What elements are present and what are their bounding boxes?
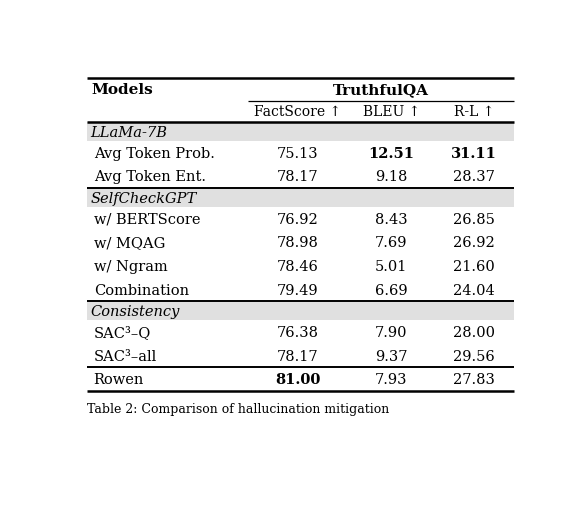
Text: 31.11: 31.11 bbox=[451, 147, 497, 160]
Text: 12.51: 12.51 bbox=[368, 147, 414, 160]
Text: Table 2: Comparison of hallucination mitigation: Table 2: Comparison of hallucination mit… bbox=[87, 402, 389, 415]
Text: R-L ↑: R-L ↑ bbox=[454, 105, 494, 119]
Bar bbox=[87, 189, 514, 208]
Text: SAC³–Q: SAC³–Q bbox=[94, 325, 151, 340]
Text: SelfCheckGPT: SelfCheckGPT bbox=[90, 191, 197, 205]
Text: 28.37: 28.37 bbox=[453, 170, 495, 184]
Text: BLEU ↑: BLEU ↑ bbox=[363, 105, 420, 119]
Text: 76.92: 76.92 bbox=[277, 212, 319, 227]
Text: 7.93: 7.93 bbox=[375, 373, 407, 386]
Text: 28.00: 28.00 bbox=[453, 325, 495, 340]
Text: 78.98: 78.98 bbox=[277, 236, 319, 250]
Text: 24.04: 24.04 bbox=[453, 283, 495, 297]
Text: 5.01: 5.01 bbox=[375, 260, 407, 273]
Text: 75.13: 75.13 bbox=[277, 147, 319, 160]
Text: 9.37: 9.37 bbox=[375, 349, 407, 363]
Text: 29.56: 29.56 bbox=[453, 349, 495, 363]
Text: Rowen: Rowen bbox=[94, 373, 144, 386]
Text: 78.17: 78.17 bbox=[277, 349, 319, 363]
Text: w/ BERTScore: w/ BERTScore bbox=[94, 212, 200, 227]
Text: Avg Token Ent.: Avg Token Ent. bbox=[94, 170, 206, 184]
Text: 7.69: 7.69 bbox=[375, 236, 407, 250]
Bar bbox=[87, 123, 514, 142]
Text: LLaMa-7B: LLaMa-7B bbox=[90, 125, 168, 139]
Text: 79.49: 79.49 bbox=[277, 283, 319, 297]
Text: w/ MQAG: w/ MQAG bbox=[94, 236, 165, 250]
Text: 9.18: 9.18 bbox=[375, 170, 407, 184]
Text: TruthfulQA: TruthfulQA bbox=[333, 83, 429, 97]
Text: 26.92: 26.92 bbox=[453, 236, 495, 250]
Text: 7.90: 7.90 bbox=[375, 325, 407, 340]
Text: 81.00: 81.00 bbox=[275, 373, 321, 386]
Text: 8.43: 8.43 bbox=[375, 212, 407, 227]
Text: 21.60: 21.60 bbox=[453, 260, 495, 273]
Text: FactScore ↑: FactScore ↑ bbox=[254, 105, 342, 119]
Bar bbox=[87, 302, 514, 321]
Text: 78.46: 78.46 bbox=[277, 260, 319, 273]
Text: SAC³–all: SAC³–all bbox=[94, 349, 157, 363]
Text: 76.38: 76.38 bbox=[277, 325, 319, 340]
Text: w/ Ngram: w/ Ngram bbox=[94, 260, 168, 273]
Text: Combination: Combination bbox=[94, 283, 189, 297]
Text: 78.17: 78.17 bbox=[277, 170, 319, 184]
Text: 26.85: 26.85 bbox=[453, 212, 495, 227]
Text: Avg Token Prob.: Avg Token Prob. bbox=[94, 147, 214, 160]
Text: Models: Models bbox=[91, 83, 153, 97]
Text: Consistency: Consistency bbox=[90, 304, 180, 318]
Text: 6.69: 6.69 bbox=[375, 283, 407, 297]
Text: 27.83: 27.83 bbox=[453, 373, 495, 386]
